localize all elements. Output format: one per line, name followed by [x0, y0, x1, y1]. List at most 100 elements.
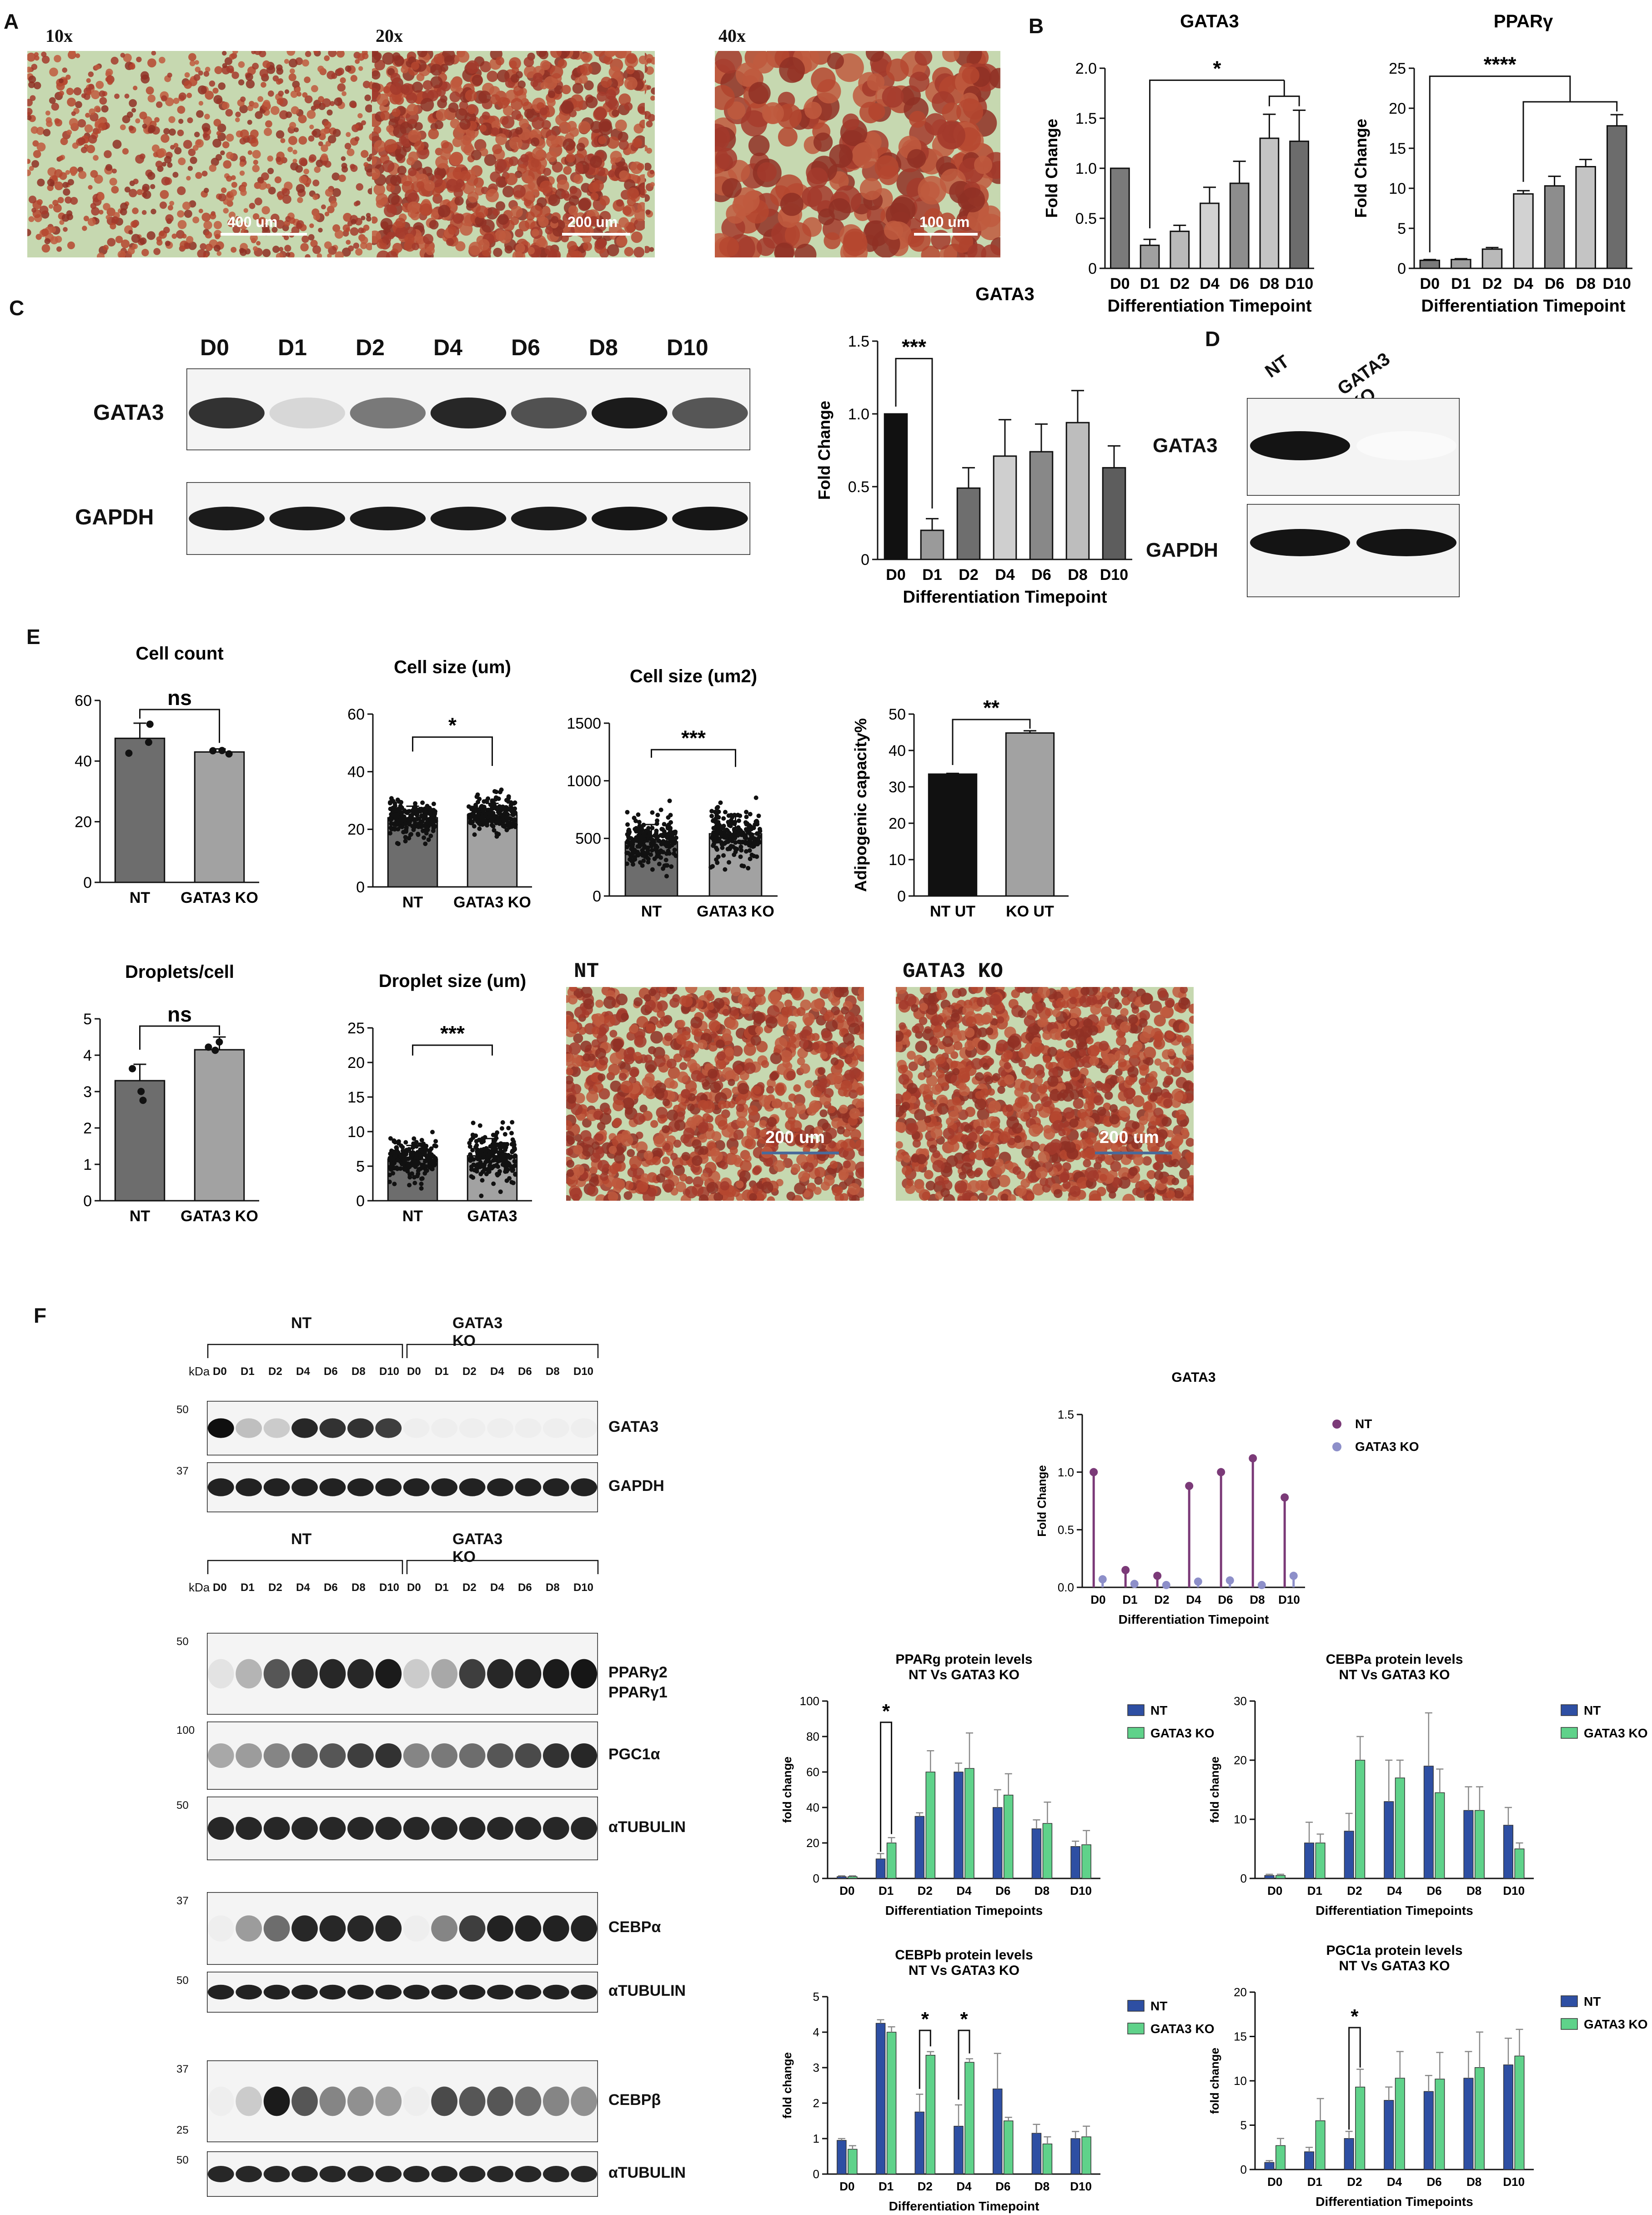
- bar: [1043, 2144, 1052, 2174]
- significance-label: ***: [902, 335, 926, 358]
- lollipop-point: [1099, 1575, 1107, 1583]
- data-point: [211, 1047, 219, 1054]
- bar: [1504, 1825, 1513, 1878]
- significance: ns: [140, 1002, 220, 1050]
- legend-swatch: [1561, 1996, 1577, 2007]
- bar: [1424, 1766, 1434, 1878]
- micrograph-title-ko: GATA3 KO: [903, 960, 1003, 983]
- blot-band: [571, 1915, 597, 1942]
- blot-band: [431, 398, 507, 428]
- data-point: [432, 1143, 437, 1148]
- data-point: [640, 863, 645, 868]
- data-point: [478, 1163, 482, 1168]
- blot-band: [487, 1478, 513, 1496]
- data-point: [476, 792, 480, 797]
- legend-swatch: [1128, 1705, 1144, 1716]
- y-tick-label: 0: [356, 1193, 365, 1210]
- data-point: [400, 810, 404, 815]
- data-point: [473, 1163, 478, 1168]
- bars: [1090, 1454, 1298, 1589]
- micrograph-20x: 200 um: [372, 51, 645, 257]
- blot-band: [375, 1418, 402, 1438]
- blot-band: [515, 1418, 542, 1438]
- data-point: [511, 1138, 515, 1142]
- x-tick-label: D10: [1070, 2180, 1092, 2193]
- lollipop-point: [1226, 1576, 1234, 1585]
- bar: [1170, 232, 1189, 268]
- data-point: [420, 1138, 424, 1143]
- legend-swatch: [1128, 2023, 1144, 2034]
- y-tick-label: 5: [1397, 220, 1406, 237]
- blot-lane-label: D10: [667, 334, 708, 361]
- blot-band: [264, 2166, 290, 2182]
- blot-band: [236, 1478, 262, 1496]
- data-point: [420, 819, 425, 824]
- data-point: [501, 1156, 506, 1160]
- scale-bar-label: 200 um: [765, 1128, 825, 1148]
- data-point: [395, 813, 399, 817]
- x-tick-label: D1: [1307, 1884, 1322, 1898]
- data-point: [716, 855, 721, 859]
- data-point: [389, 821, 394, 826]
- blot-band: [236, 2087, 262, 2116]
- data-point: [218, 747, 226, 754]
- x-tick-label: NT: [402, 894, 423, 911]
- data-point: [404, 829, 408, 834]
- bar: [876, 2024, 885, 2175]
- data-point: [625, 861, 629, 866]
- blot-band: [431, 2166, 457, 2182]
- y-tick-label: 15: [1389, 140, 1406, 157]
- data-point: [425, 810, 429, 815]
- y-tick-label: 25: [1389, 60, 1406, 77]
- blot-band: [459, 1915, 486, 1942]
- bar: [926, 1772, 935, 1878]
- data-point: [469, 1156, 474, 1161]
- data-point: [507, 795, 511, 800]
- y-tick-label: 0.5: [1075, 210, 1097, 227]
- data-point: [411, 1145, 415, 1150]
- blot-band: [571, 1985, 597, 1999]
- data-point: [500, 1126, 504, 1131]
- blot-band: [431, 2087, 457, 2116]
- data-point: [498, 1189, 503, 1194]
- bar: [965, 2062, 974, 2174]
- blot-band: [1250, 431, 1350, 460]
- bar: [1464, 2078, 1473, 2170]
- x-tick-label: D6: [1230, 275, 1249, 292]
- blot-row-label: GAPDH: [75, 505, 154, 530]
- data-point: [397, 799, 402, 804]
- data-point: [708, 865, 713, 870]
- data-point: [412, 1159, 417, 1164]
- micrograph-nt: 200 um: [566, 987, 864, 1201]
- scale-bar: [914, 233, 978, 236]
- blot-band: [320, 2166, 346, 2182]
- blot-band: [264, 1478, 290, 1496]
- data-point: [625, 845, 629, 849]
- legend-swatch: [1332, 1420, 1341, 1429]
- data-point: [422, 836, 426, 840]
- x-tick-label: D4: [1186, 1593, 1201, 1606]
- data-point: [723, 810, 728, 815]
- y-tick-label: 0: [356, 879, 365, 896]
- y-tick-label: 20: [806, 1836, 819, 1850]
- y-tick-label: 40: [806, 1801, 819, 1814]
- data-point: [755, 842, 760, 846]
- data-point: [209, 747, 216, 755]
- data-point: [405, 1165, 410, 1170]
- data-point: [668, 813, 673, 817]
- y-tick-label: 25: [347, 1020, 365, 1037]
- blot-band: [543, 1985, 569, 1999]
- scale-bar: [762, 1152, 839, 1154]
- y-tick-label: 100: [800, 1694, 819, 1708]
- chart-title: PPARg protein levels: [895, 1652, 1032, 1667]
- y-tick-label: 20: [75, 814, 92, 831]
- x-tick-label: GATA3: [467, 1208, 517, 1225]
- data-point: [477, 826, 482, 831]
- x-tick-label: D6: [1031, 566, 1051, 584]
- significance: *: [413, 714, 492, 766]
- blot-lane-label: D6: [518, 1581, 532, 1594]
- bar: [1082, 1845, 1091, 1878]
